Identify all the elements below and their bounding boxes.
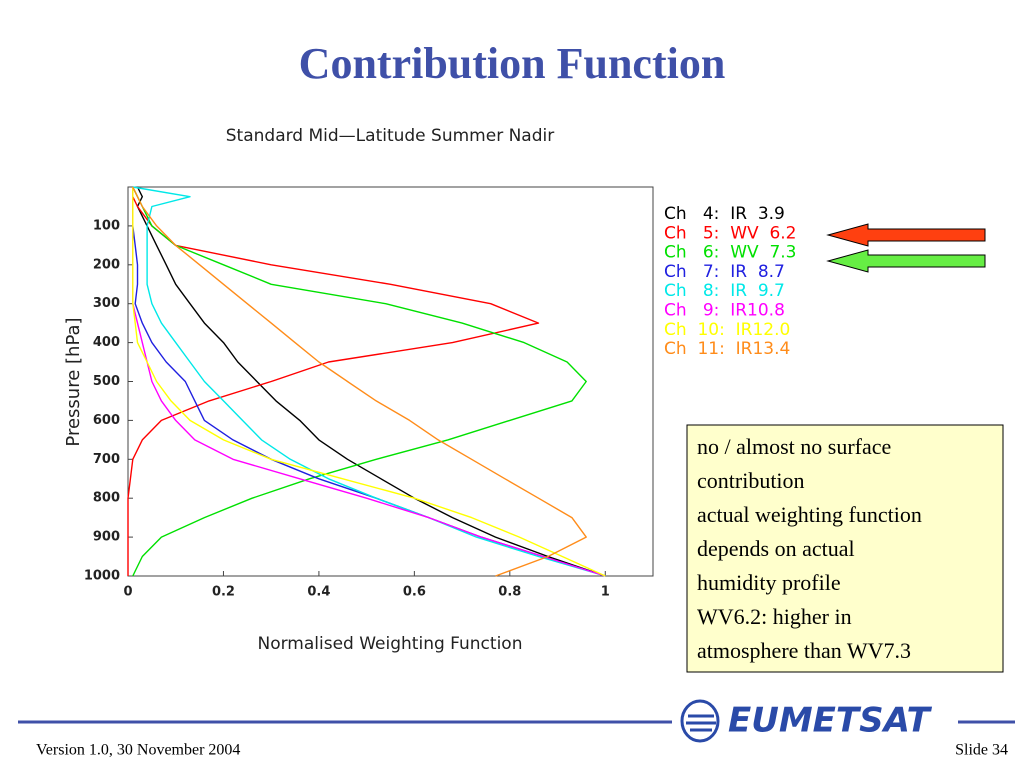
y-tick-label: 800 bbox=[93, 491, 120, 506]
footer-slide: Slide 34 bbox=[955, 742, 1008, 759]
logo-text: EUMETSAT bbox=[728, 701, 933, 741]
y-tick-label: 100 bbox=[93, 218, 120, 233]
series-line bbox=[132, 186, 587, 577]
x-tick-label: 0.4 bbox=[307, 585, 330, 600]
legend-entry: Ch 5: WV 6.2 bbox=[664, 223, 797, 243]
logo-icon bbox=[686, 714, 716, 732]
note-box bbox=[686, 424, 1004, 673]
note-line: atmosphere than WV7.3 bbox=[697, 638, 911, 663]
series-line bbox=[132, 186, 587, 577]
legend-entry: Ch 11: IR13.4 bbox=[664, 339, 790, 359]
logo-icon bbox=[680, 699, 720, 743]
legend-entry: Ch 6: WV 7.3 bbox=[664, 243, 797, 263]
arrow bbox=[826, 249, 986, 273]
note-line: depends on actual bbox=[697, 536, 855, 561]
legend-entry: Ch 7: IR 8.7 bbox=[664, 262, 785, 282]
note-line: contribution bbox=[697, 468, 805, 493]
x-tick-label: 0.2 bbox=[212, 585, 235, 600]
x-tick-label: 0.6 bbox=[403, 585, 426, 600]
y-tick-label: 300 bbox=[93, 296, 120, 311]
legend-entry: Ch 10: IR12.0 bbox=[664, 320, 790, 340]
legend-entry: Ch 8: IR 9.7 bbox=[664, 281, 785, 301]
y-tick-label: 600 bbox=[93, 413, 120, 428]
plot-frame bbox=[127, 186, 654, 577]
series-line bbox=[132, 186, 606, 577]
note-line: humidity profile bbox=[697, 570, 841, 595]
note-line: WV6.2: higher in bbox=[697, 604, 852, 629]
chart-title: Standard Mid—Latitude Summer Nadir bbox=[226, 126, 554, 146]
legend: Ch 4: IR 3.9Ch 5: WV 6.2Ch 6: WV 7.3Ch 7… bbox=[664, 204, 797, 359]
y-axis-label: Pressure [hPa] bbox=[63, 317, 84, 446]
x-tick-label: 0.8 bbox=[498, 585, 521, 600]
x-tick-label: 0 bbox=[123, 585, 132, 600]
series-line bbox=[127, 187, 540, 576]
y-tick-label: 900 bbox=[93, 530, 120, 545]
series-line bbox=[136, 186, 606, 577]
y-tick-label: 1000 bbox=[84, 569, 120, 584]
note-line: no / almost no surface bbox=[697, 434, 891, 459]
note: no / almost no surface contribution actual… bbox=[697, 434, 922, 663]
x-tick-label: 1 bbox=[601, 585, 610, 600]
y-tick-label: 400 bbox=[93, 335, 120, 350]
y-tick-label: 500 bbox=[93, 374, 120, 389]
y-tick-label: 200 bbox=[93, 257, 120, 272]
legend-entry: Ch 4: IR 3.9 bbox=[664, 204, 785, 224]
series-line bbox=[132, 187, 606, 577]
arrow bbox=[826, 223, 986, 247]
y-tick-label: 700 bbox=[93, 452, 120, 467]
slide-title: Contribution Function bbox=[299, 39, 726, 88]
note-line: actual weighting function bbox=[697, 502, 922, 527]
legend-entry: Ch 9: IR10.8 bbox=[664, 301, 785, 321]
x-axis-label: Normalised Weighting Function bbox=[258, 634, 523, 654]
footer-version: Version 1.0, 30 November 2004 bbox=[36, 742, 240, 759]
plot: 0 0.2 0.4 0.6 0.8 1 100 200 300 400 500 600 700 800 90… bbox=[84, 186, 610, 600]
